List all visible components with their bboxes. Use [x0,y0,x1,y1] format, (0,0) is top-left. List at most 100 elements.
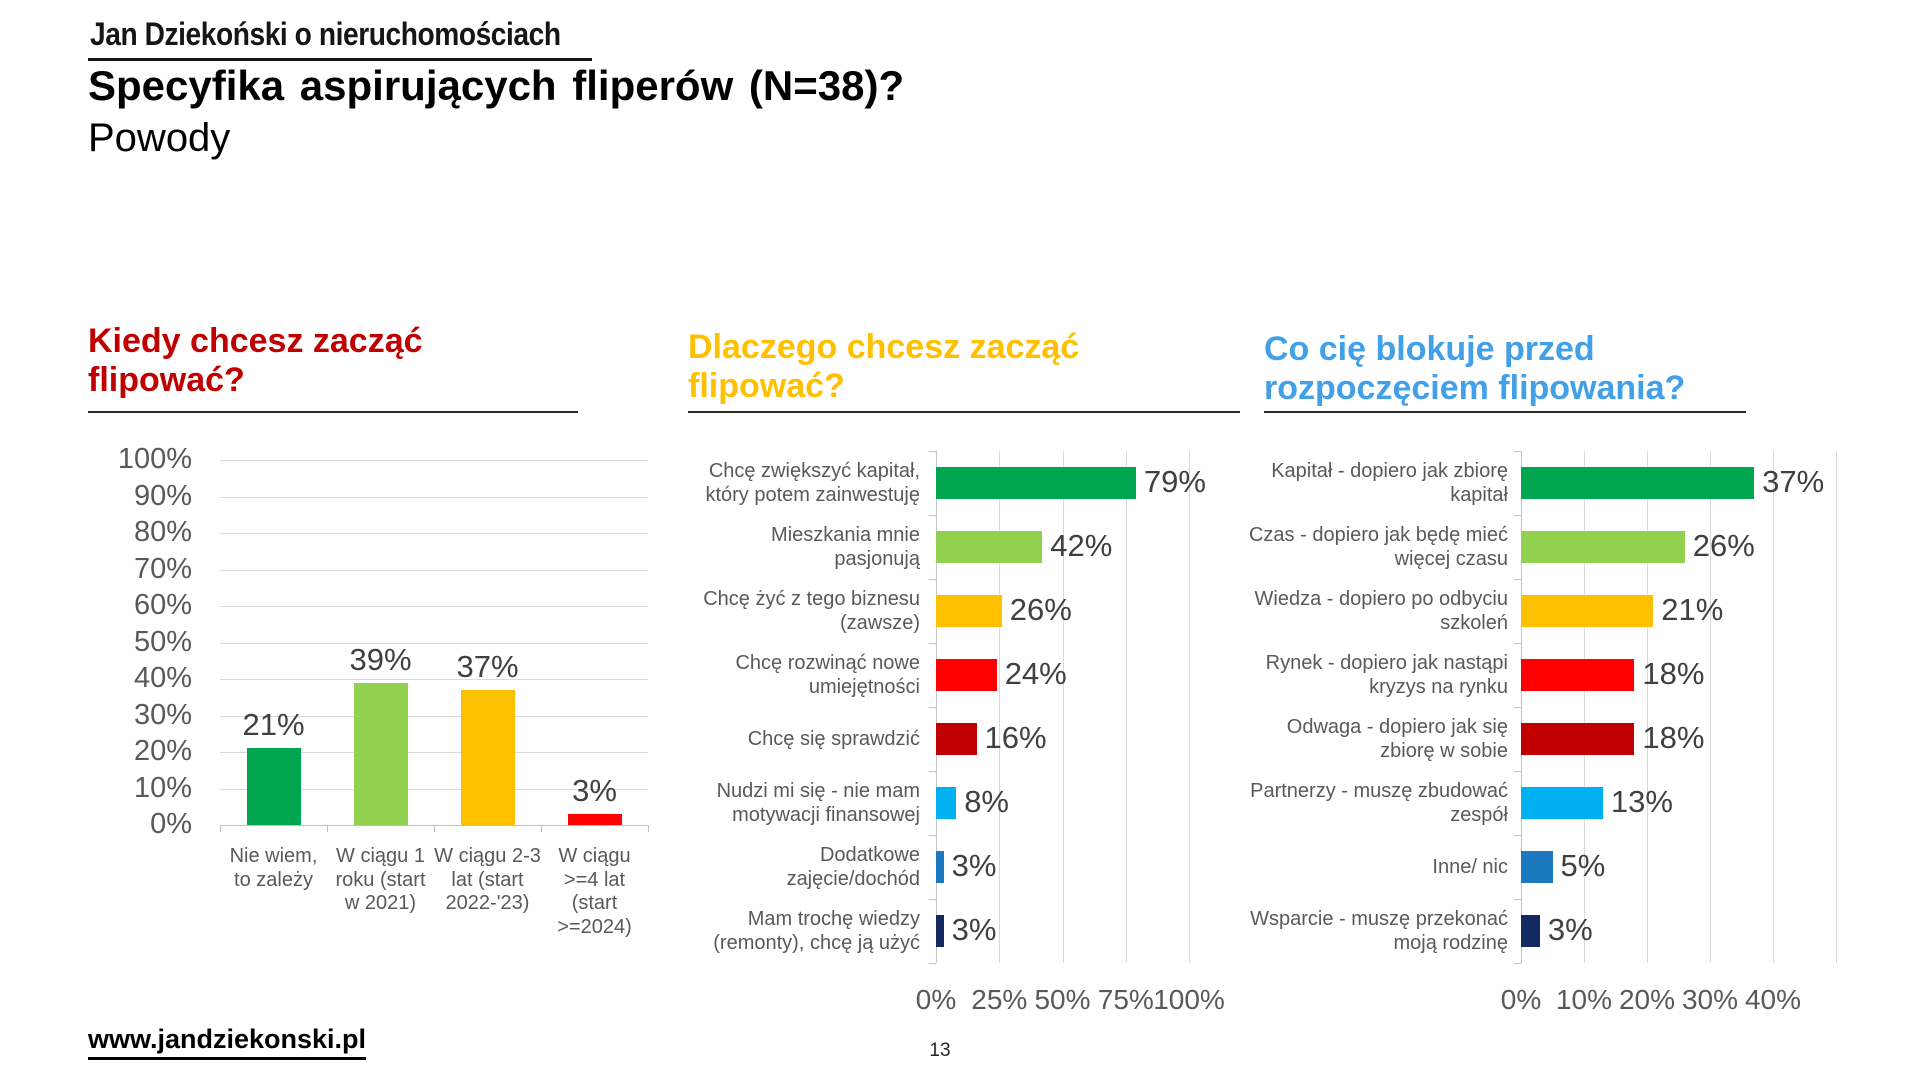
gridline [1773,451,1774,963]
bar [936,915,944,947]
tick-mark [1514,643,1521,644]
bar [1521,723,1635,755]
value-label: 13% [1610,784,1673,819]
bar [1521,531,1685,563]
tick-mark [929,515,936,516]
website-link[interactable]: www.jandziekonski.pl [88,1024,367,1060]
tick-mark [929,771,936,772]
gridline [999,451,1001,963]
value-label: 5% [1560,848,1606,883]
y-axis-label: 70% [133,552,192,585]
bar [936,467,1136,499]
tick-mark [929,451,936,452]
value-label: 79% [1143,464,1206,499]
brand-logo: Jan Dziekoński o nieruchomościach [90,16,561,52]
gridline [220,679,648,680]
tick-mark [1514,579,1521,580]
x-axis-label: 10% [1555,984,1613,1015]
y-axis-label: 80% [133,516,192,548]
value-label: 37% [456,649,519,684]
value-label: 18% [1642,656,1705,691]
x-axis-label: 0% [915,984,957,1015]
category-label: Chcę się sprawdzić [747,728,920,750]
gridline [220,460,648,461]
gridline [1062,451,1064,963]
value-label: 39% [349,641,412,677]
bar [1521,595,1654,627]
gridline [220,788,648,790]
bar [936,595,1002,627]
title-underline [88,411,578,413]
bar [936,851,944,883]
gridline [220,533,648,534]
value-label: 3% [951,848,997,883]
value-label: 3% [572,773,617,808]
tick-mark [929,899,936,900]
bar [936,723,977,755]
y-axis-label: 50% [133,625,192,658]
chart-title: Kiedy chcesz zacząć flipować? [88,322,423,400]
category-label: Wiedza - dopiero po odbyciu szkoleń [1254,588,1508,634]
bar [936,531,1043,563]
value-label: 37% [1762,464,1825,499]
page-subtitle: Powody [88,116,231,160]
gridline [1836,451,1837,963]
gridline [1647,451,1648,963]
gridline [220,752,648,753]
tick-mark [929,579,936,580]
category-label: W ciągu >=4 lat (start >=2024) [557,845,632,938]
y-axis-label: 40% [133,662,192,694]
page-title: Specyfika aspirujących fliperów (N=38)? [88,62,905,109]
value-label: 8% [964,784,1009,819]
gridline [220,642,648,644]
value-label: 18% [1642,720,1705,755]
x-axis-label: 50% [1034,984,1091,1015]
bar [1521,787,1603,819]
gridline [220,496,648,498]
category-label: Partnerzy - muszę zbudować zespół [1250,780,1508,826]
gridline [220,715,648,717]
bar [936,659,997,691]
category-label: Chcę rozwinąć nowe umiejętności [735,652,920,698]
bar [1521,851,1553,883]
tick-mark [929,963,936,964]
bar [246,748,301,825]
tick-mark [1514,707,1521,708]
bar [1521,659,1635,691]
bar [353,682,408,825]
category-label: Nie wiem, to zależy [229,845,318,891]
value-label: 3% [951,912,997,947]
category-label: W ciągu 1 roku (start w 2021) [335,845,426,915]
category-label: Czas - dopiero jak będę mieć więcej czas… [1248,524,1508,570]
tick-mark [434,825,435,832]
y-axis-label: 10% [133,771,192,804]
logo-underline [88,58,592,61]
gridline [936,451,937,963]
tick-mark [327,825,328,832]
gridline [1125,451,1127,963]
category-label: Dodatkowe zajęcie/dochód [786,844,920,890]
gridline [1189,451,1190,963]
value-label: 16% [984,720,1047,755]
category-label: Chcę żyć z tego biznesu (zawsze) [703,588,920,634]
chart-title: Co cię blokuje przed rozpoczęciem flipow… [1264,330,1686,408]
category-label: Mam trochę wiedzy (remonty), chcę ją uży… [713,908,920,954]
bar [1521,467,1755,499]
y-axis-label: 100% [117,443,192,475]
y-axis-label: 0% [150,808,192,840]
x-axis-label: 100% [1153,984,1225,1015]
chart-title: Dlaczego chcesz zacząć flipować? [688,328,1080,406]
gridline [1584,451,1585,963]
category-label: Wsparcie - muszę przekonać moją rodzinę [1250,908,1508,954]
category-label: Nudzi mi się - nie mam motywacji finanso… [716,780,920,826]
category-label: Mieszkania mnie pasjonują [771,524,920,570]
gridline [220,606,648,607]
category-label: W ciągu 2-3 lat (start 2022-'23) [434,845,541,915]
category-label: Chcę zwiększyć kapitał, który potem zain… [705,460,920,506]
tick-mark [1514,771,1521,772]
y-axis-label: 60% [133,589,192,621]
tick-mark [220,825,221,832]
category-label: Inne/ nic [1432,856,1508,878]
value-label: 24% [1004,656,1067,691]
